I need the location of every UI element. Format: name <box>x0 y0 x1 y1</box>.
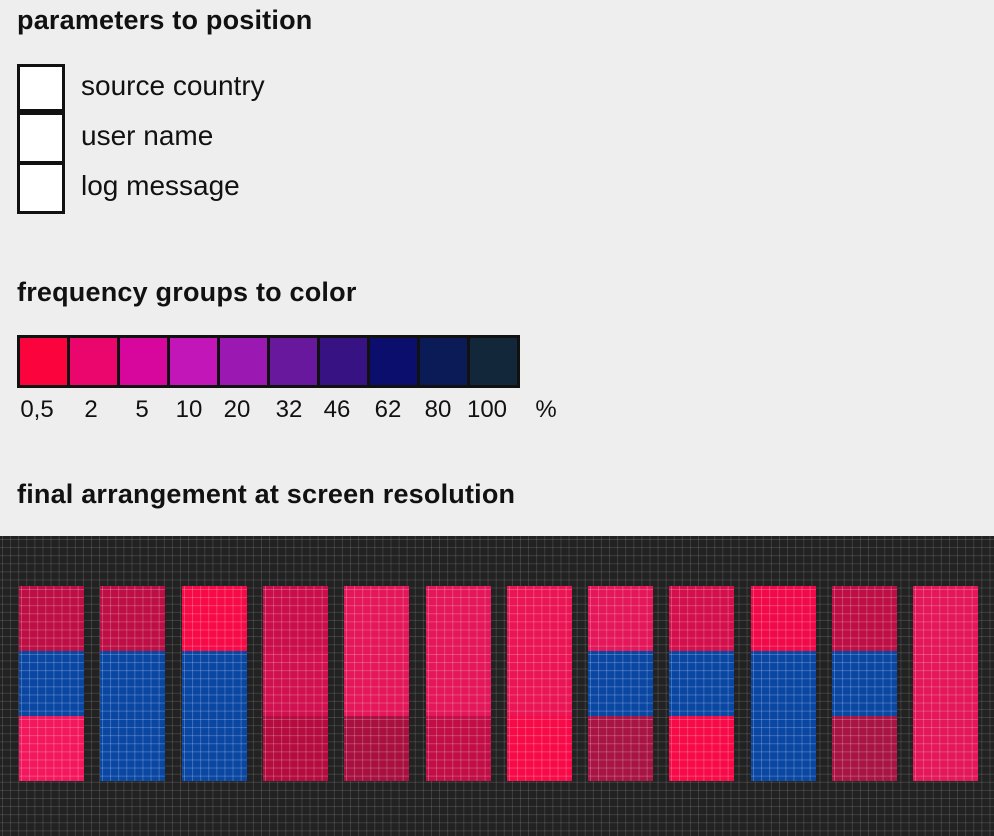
arrangement-cell <box>426 716 491 781</box>
color-swatch-4 <box>167 338 217 385</box>
scale-tick-label: 10 <box>175 396 203 423</box>
user-name-label: user name <box>81 120 214 151</box>
color-swatch-6 <box>267 338 317 385</box>
user-name-checkbox[interactable] <box>17 112 65 164</box>
arrangement-column-8 <box>588 586 653 781</box>
arrangement-cell <box>100 651 165 716</box>
arrangement-cell <box>669 586 734 651</box>
source-country-label: source country <box>81 70 265 101</box>
arrangement-column-12 <box>913 586 978 781</box>
scale-tick-label: 46 <box>323 396 351 423</box>
arrangement-column-2 <box>100 586 165 781</box>
arrangement-cell <box>669 716 734 781</box>
arrangement-cell <box>669 651 734 716</box>
scale-unit-label: % <box>535 396 557 423</box>
color-swatch-7 <box>317 338 367 385</box>
log-message-label: log message <box>81 170 240 201</box>
arrangement-title: final arrangement at screen resolution <box>17 479 516 509</box>
positioning-title: parameters to position <box>17 5 313 35</box>
arrangement-cell <box>588 716 653 781</box>
arrangement-cell <box>182 586 247 651</box>
arrangement-cell <box>344 651 409 716</box>
color-swatch-8 <box>367 338 417 385</box>
scale-tick-label: 20 <box>223 396 251 423</box>
frequency-scale-labels: 0,5 2 5 10 20 32 46 62 80 100% <box>17 396 557 426</box>
scale-tick-label: 0,5 <box>20 396 54 423</box>
arrangement-column-1 <box>19 586 84 781</box>
arrangement-cell <box>832 651 897 716</box>
scale-tick-label: 80 <box>424 396 452 423</box>
arrangement-cell <box>426 586 491 651</box>
color-swatch-10 <box>467 338 517 385</box>
arrangement-cell <box>263 716 328 781</box>
arrangement-cell <box>19 651 84 716</box>
arrangement-cell <box>913 651 978 716</box>
color-swatch-9 <box>417 338 467 385</box>
arrangement-cell <box>182 651 247 716</box>
arrangement-cell <box>344 716 409 781</box>
arrangement-cell <box>751 651 816 716</box>
color-swatch-3 <box>117 338 167 385</box>
color-swatch-1 <box>20 338 67 385</box>
color-swatch-2 <box>67 338 117 385</box>
coloring-title: frequency groups to color <box>17 277 357 307</box>
scale-tick-label: 5 <box>135 396 149 423</box>
arrangement-cell <box>832 716 897 781</box>
arrangement-cell <box>100 716 165 781</box>
arrangement-column-7 <box>507 586 572 781</box>
arrangement-cell <box>588 651 653 716</box>
color-swatch-5 <box>217 338 267 385</box>
arrangement-cell <box>507 716 572 781</box>
arrangement-cell <box>344 586 409 651</box>
arrangement-cell <box>588 586 653 651</box>
scale-tick-label: 100 <box>466 396 508 423</box>
arrangement-cell <box>913 716 978 781</box>
arrangement-column-4 <box>263 586 328 781</box>
arrangement-cell <box>832 586 897 651</box>
arrangement-column-10 <box>751 586 816 781</box>
scale-tick-label: 2 <box>84 396 98 423</box>
arrangement-column-11 <box>832 586 897 781</box>
arrangement-cell <box>751 716 816 781</box>
arrangement-column-9 <box>669 586 734 781</box>
arrangement-cell <box>263 586 328 651</box>
arrangement-cell <box>182 716 247 781</box>
arrangement-column-3 <box>182 586 247 781</box>
arrangement-cell <box>507 651 572 716</box>
scale-tick-label: 32 <box>275 396 303 423</box>
arrangement-cell <box>100 586 165 651</box>
arrangement-cell <box>426 651 491 716</box>
arrangement-cell <box>263 651 328 716</box>
arrangement-grid <box>0 536 994 836</box>
arrangement-cell <box>19 716 84 781</box>
frequency-color-scale <box>17 335 520 388</box>
arrangement-column-5 <box>344 586 409 781</box>
source-country-checkbox[interactable] <box>17 64 65 112</box>
arrangement-cell <box>913 586 978 651</box>
arrangement-cell <box>19 586 84 651</box>
scale-tick-label: 62 <box>374 396 402 423</box>
arrangement-column-6 <box>426 586 491 781</box>
arrangement-cell <box>507 586 572 651</box>
log-message-checkbox[interactable] <box>17 162 65 214</box>
arrangement-cell <box>751 586 816 651</box>
